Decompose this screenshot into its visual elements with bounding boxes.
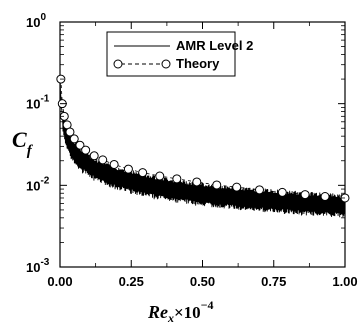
x-tick-label: 0.50: [190, 274, 215, 289]
ticks: [59, 21, 346, 268]
theory-point: [320, 191, 330, 201]
theory-point: [138, 168, 148, 178]
y-axis-title: Cf: [12, 127, 34, 159]
y-tick-label-base: 10: [26, 15, 40, 30]
legend-theory-label: Theory: [176, 56, 220, 71]
theory-point: [75, 140, 85, 150]
x-axis-title-sub: x: [167, 311, 174, 325]
theory-point: [81, 145, 91, 155]
x-axis-title-base: Re: [147, 302, 168, 322]
theory-point: [277, 187, 287, 197]
y-tick-label-exp: -2: [40, 175, 49, 186]
legend-box: [106, 31, 236, 77]
theory-point: [212, 180, 222, 190]
y-tick-label: 10-2: [26, 175, 50, 193]
theory-point: [155, 171, 165, 181]
y-tick-label-base: 10: [26, 97, 40, 112]
y-axis-title-sub: f: [27, 143, 34, 159]
x-axis-title-exp: −4: [201, 298, 214, 312]
theory-point: [89, 151, 99, 161]
y-tick-label: 10-1: [26, 94, 50, 112]
x-tick-label: 0.00: [47, 274, 72, 289]
x-axis-title: Rex×10−4: [147, 298, 214, 325]
theory-point: [172, 174, 182, 184]
x-axis-title-times: ×10: [174, 303, 201, 322]
theory-point: [255, 185, 264, 195]
legend: AMR Level 2 Theory: [106, 31, 253, 77]
y-tick-label-exp: -3: [40, 257, 49, 268]
y-tick-label: 10-3: [26, 257, 50, 275]
theory-point: [192, 177, 202, 187]
legend-theory-marker-left: [113, 59, 123, 69]
theory-point: [98, 155, 108, 165]
x-tick-label: 0.75: [261, 274, 286, 289]
theory-point: [300, 190, 310, 200]
y-tick-label-base: 10: [26, 260, 40, 275]
y-tick-label-exp: -1: [40, 94, 49, 105]
theory-point: [109, 159, 119, 169]
curves: [56, 74, 350, 218]
theory-point: [232, 182, 242, 192]
theory-line: [60, 79, 346, 199]
y-tick-label: 100: [26, 12, 46, 30]
legend-theory-marker-right: [161, 59, 171, 69]
legend-amr-label: AMR Level 2: [176, 38, 253, 53]
x-tick-label: 0.25: [119, 274, 144, 289]
theory-point: [65, 127, 75, 137]
y-tick-label-base: 10: [26, 178, 40, 193]
x-tick-label: 1.00: [332, 274, 357, 289]
y-tick-label-exp: 0: [40, 12, 46, 23]
y-axis-title-base: C: [12, 127, 27, 152]
theory-point: [69, 134, 79, 144]
theory-point: [123, 164, 133, 174]
